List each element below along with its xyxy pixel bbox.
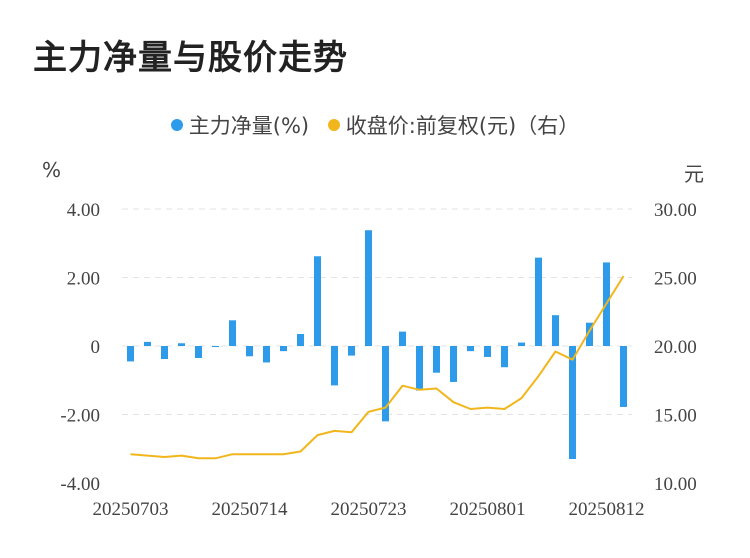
bar [127, 346, 134, 362]
bar [144, 341, 151, 346]
bar [229, 320, 236, 346]
bar [195, 346, 202, 358]
bar [382, 346, 389, 422]
y-left-tick-label: 4.00 [67, 200, 100, 221]
bar [263, 346, 270, 363]
bar [484, 346, 491, 357]
bar [569, 346, 576, 460]
bar [280, 346, 287, 352]
y-left-tick-label: -2.00 [60, 406, 100, 427]
bar [535, 257, 542, 346]
bar [501, 346, 508, 368]
bar [161, 346, 168, 360]
bar [212, 346, 219, 348]
legend-item-net-volume[interactable]: 主力净量(%) [170, 110, 310, 140]
right-axis-unit: 元 [684, 162, 704, 186]
y-right-tick-label: 30.00 [654, 200, 697, 221]
bar [552, 315, 559, 346]
x-tick-label: 20250812 [569, 499, 645, 520]
bar [348, 346, 355, 356]
bar [450, 346, 457, 382]
bar [620, 346, 627, 407]
y-left-tick-label: 2.00 [67, 269, 100, 290]
bar [399, 331, 406, 346]
chart-title: 主力净量与股价走势 [33, 38, 348, 78]
x-tick-label: 20250703 [93, 499, 169, 520]
legend-swatch-close-price [327, 119, 340, 131]
x-tick-label: 20250801 [450, 499, 526, 520]
bar [314, 256, 321, 346]
bar [297, 334, 304, 346]
y-right-tick-label: 20.00 [654, 337, 697, 358]
bar [518, 342, 525, 346]
y-left-tick-label: 0 [91, 337, 101, 358]
bar [433, 346, 440, 373]
bar [178, 343, 185, 346]
legend-swatch-net-volume [170, 119, 183, 131]
bar [586, 322, 593, 346]
bar [331, 346, 338, 386]
left-axis-unit: % [42, 158, 62, 182]
legend-item-close-price[interactable]: 收盘价:前复权(元)（右） [327, 110, 580, 140]
y-right-tick-label: 10.00 [654, 474, 697, 495]
bar [246, 346, 253, 357]
y-left-tick-label: -4.00 [60, 474, 100, 495]
bar [365, 230, 372, 346]
legend-label-close-price: 收盘价:前复权(元)（右） [345, 114, 580, 138]
bar [416, 346, 423, 391]
price-line [130, 275, 625, 460]
x-tick-label: 20250714 [212, 499, 289, 520]
bar [467, 346, 474, 352]
x-tick-label: 20250723 [331, 499, 407, 520]
legend-label-net-volume: 主力净量(%) [188, 114, 310, 138]
y-right-tick-label: 25.00 [654, 269, 697, 290]
y-right-tick-label: 15.00 [654, 406, 697, 427]
legend: 主力净量(%) 收盘价:前复权(元)（右） [0, 110, 750, 140]
